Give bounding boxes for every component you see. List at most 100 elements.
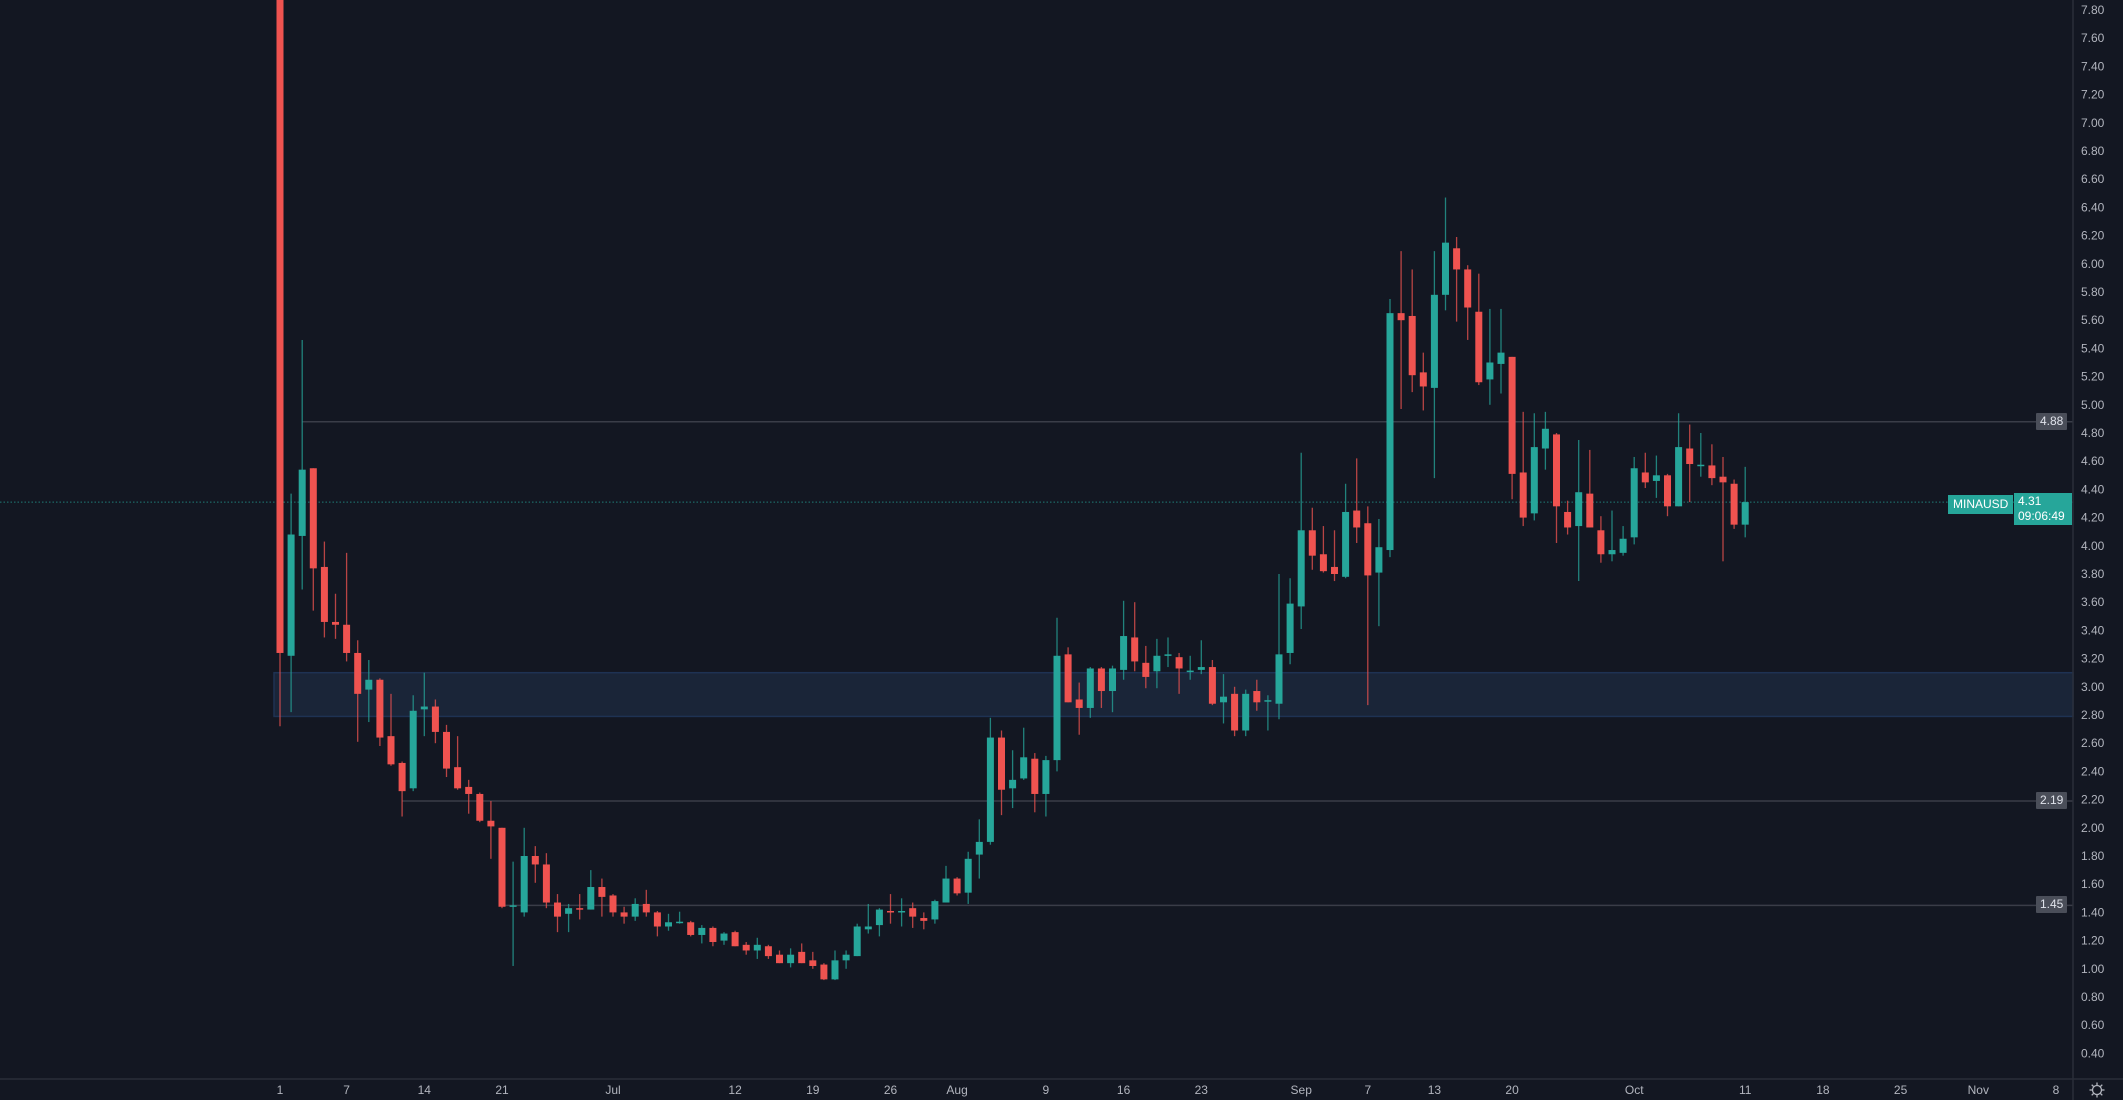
- support-zone-rect: [273, 671, 2074, 718]
- candle-up: [698, 925, 706, 944]
- candle-up: [1264, 695, 1272, 731]
- price-tick-label: 7.00: [2081, 116, 2105, 130]
- candle-up: [975, 819, 983, 879]
- candle-down: [1586, 449, 1594, 528]
- candle-up: [864, 903, 872, 934]
- candle-down: [1408, 269, 1416, 393]
- level-price-badge: 2.19: [2036, 792, 2068, 809]
- candle-body: [1697, 464, 1705, 467]
- candle-down: [809, 951, 817, 969]
- candle-body: [1442, 242, 1449, 295]
- candle-body: [1120, 636, 1128, 670]
- candle-body: [1630, 468, 1638, 538]
- candle-down: [1097, 667, 1105, 708]
- price-tick-label: 2.40: [2081, 764, 2105, 778]
- candle-down: [1064, 647, 1072, 703]
- time-tick-label: 7: [1364, 1083, 1371, 1097]
- candle-body: [387, 736, 395, 765]
- candle-body: [875, 909, 883, 926]
- price-tick-label: 1.20: [2081, 934, 2105, 948]
- candle-up: [565, 903, 573, 933]
- candle-body: [1408, 315, 1416, 376]
- candle-down: [431, 699, 439, 744]
- candle-up: [1541, 411, 1549, 470]
- time-tick-label: Jul: [605, 1083, 620, 1097]
- candle-body: [1308, 530, 1316, 556]
- candle-body: [298, 469, 306, 536]
- candle-body: [1009, 779, 1017, 789]
- candle-down: [376, 678, 384, 747]
- price-tick-label: 4.20: [2081, 511, 2105, 525]
- candle-down: [1419, 352, 1427, 411]
- candle-body: [1131, 637, 1139, 662]
- price-axis[interactable]: 7.80 7.60 7.40 7.20 7.00 6.80 6.60 6.40 6.20 6.00…: [2081, 3, 2105, 1060]
- symbol-tag: MINAUSD: [1948, 495, 2014, 514]
- candle-up: [1430, 251, 1438, 479]
- candle-down: [1353, 458, 1361, 543]
- candle-body: [831, 960, 839, 980]
- candle-up: [1164, 637, 1172, 668]
- candle-body: [753, 944, 761, 951]
- candle-up: [1275, 574, 1283, 720]
- candle-up: [753, 937, 761, 959]
- candle-body: [1020, 757, 1028, 779]
- candle-down: [531, 846, 539, 883]
- candle-down: [1564, 500, 1572, 535]
- candle-down: [598, 878, 606, 917]
- candle-body: [420, 706, 428, 710]
- gear-icon[interactable]: [2088, 1081, 2106, 1099]
- candle-body: [1530, 447, 1538, 514]
- candle-body: [1186, 670, 1194, 673]
- candle-down: [953, 877, 961, 896]
- candle-up: [1619, 526, 1627, 556]
- candle-up: [1242, 689, 1250, 737]
- candle-up: [1741, 466, 1749, 538]
- candle-body: [1652, 475, 1660, 481]
- candle-up: [1575, 440, 1583, 582]
- candle-up: [720, 932, 728, 945]
- candle-down: [1231, 686, 1239, 737]
- candle-down: [764, 944, 772, 959]
- candle-body: [942, 878, 950, 903]
- candle-down: [554, 894, 561, 933]
- candle-body: [1053, 655, 1061, 761]
- candle-body: [1553, 434, 1560, 507]
- time-tick-label: 13: [1428, 1083, 1442, 1097]
- price-tick-label: 3.00: [2081, 680, 2105, 694]
- price-tick-label: 4.00: [2081, 539, 2105, 553]
- bar-countdown: 09:06:49: [2018, 509, 2065, 523]
- candle-body: [542, 864, 550, 903]
- candle-up: [1042, 755, 1050, 817]
- price-tick-label: 6.20: [2081, 229, 2105, 243]
- candle-body: [1353, 510, 1361, 528]
- candle-down: [1131, 602, 1139, 672]
- candle-down: [542, 853, 550, 909]
- candle-up: [1442, 197, 1449, 311]
- candle-up: [931, 899, 939, 924]
- candle-down: [476, 792, 484, 823]
- candle-body: [1541, 428, 1549, 449]
- candle-up: [287, 493, 295, 713]
- candle-down: [276, 0, 284, 727]
- candle-up: [853, 923, 861, 957]
- candle-down: [1464, 265, 1472, 340]
- candle-body: [1508, 356, 1516, 474]
- candle-down: [709, 926, 717, 947]
- price-tick-label: 4.60: [2081, 454, 2105, 468]
- candle-body: [1086, 668, 1094, 708]
- price-tick-label: 5.80: [2081, 285, 2105, 299]
- candle-body: [798, 951, 806, 964]
- candle-body: [520, 856, 528, 913]
- candle-body: [1686, 448, 1694, 465]
- time-axis[interactable]: 1 7 14 21 Jul 12 19 26 Aug 9 16 23 Sep 7 13 20 Oct 11 18 25…: [277, 1083, 2060, 1097]
- candle-body: [1275, 654, 1283, 704]
- candle-body: [986, 737, 994, 842]
- price-tick-label: 0.80: [2081, 990, 2105, 1004]
- candle-body: [1730, 483, 1738, 525]
- time-tick-label: 26: [884, 1083, 898, 1097]
- price-tick-label: 0.60: [2081, 1018, 2105, 1032]
- candle-body: [354, 652, 362, 694]
- candle-body: [887, 910, 894, 913]
- candle-body: [776, 954, 783, 964]
